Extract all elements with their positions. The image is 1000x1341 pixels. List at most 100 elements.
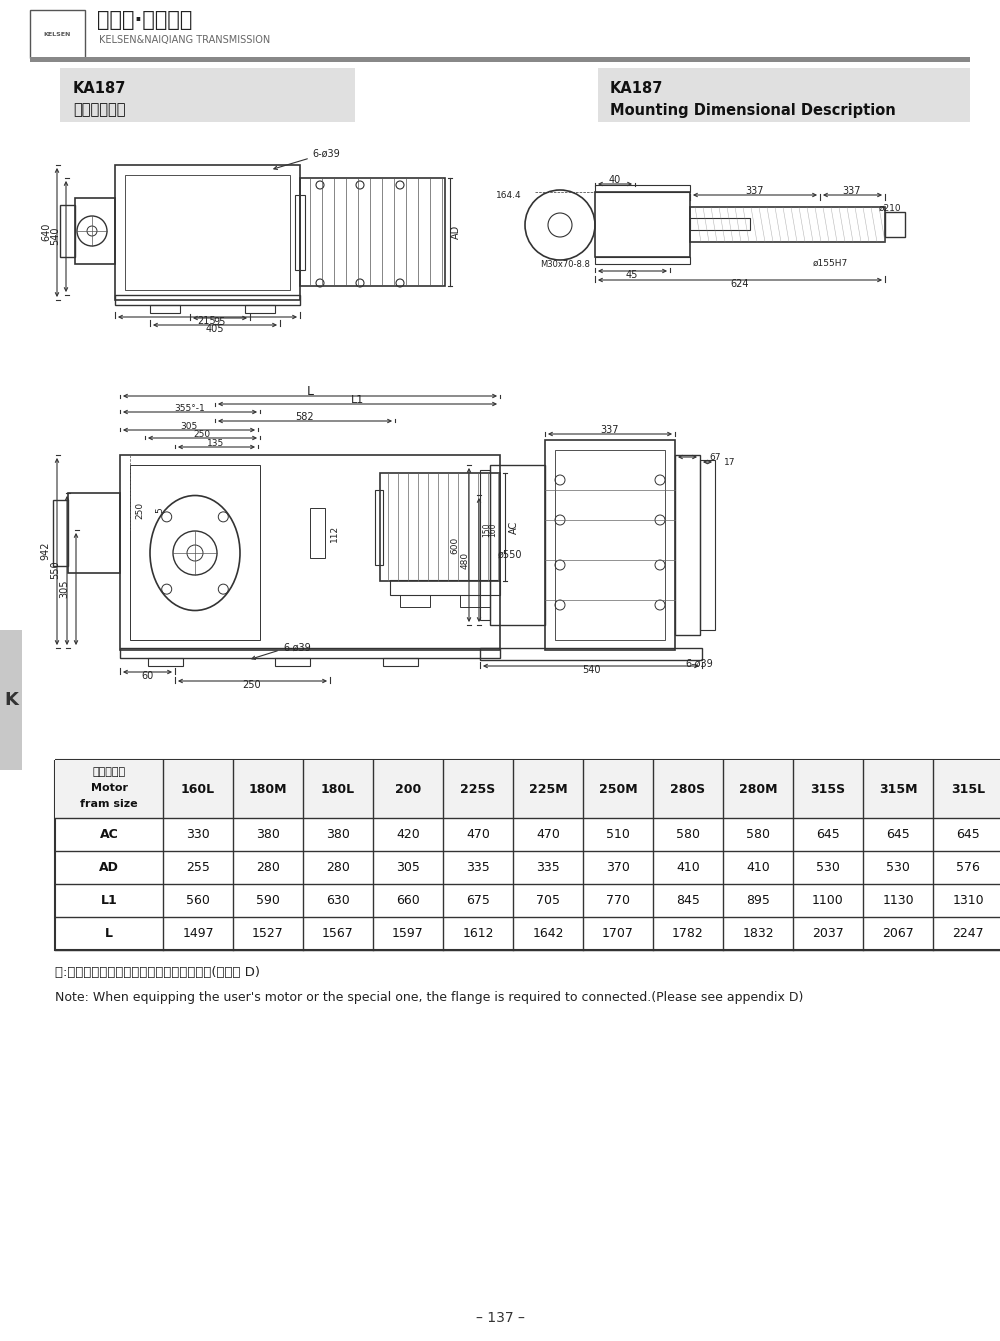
Text: KELSEN&NAIQIANG TRANSMISSION: KELSEN&NAIQIANG TRANSMISSION — [99, 35, 270, 46]
Text: 405: 405 — [206, 325, 224, 334]
Text: 250M: 250M — [599, 783, 637, 795]
Text: 2067: 2067 — [882, 927, 914, 940]
Text: 576: 576 — [956, 861, 980, 874]
Bar — [55, 760, 1000, 818]
Text: 315L: 315L — [951, 783, 985, 795]
Bar — [0, 630, 22, 770]
Text: Mounting Dimensional Description: Mounting Dimensional Description — [610, 102, 896, 118]
Text: 590: 590 — [256, 894, 280, 907]
Text: 1597: 1597 — [392, 927, 424, 940]
Text: 1612: 1612 — [462, 927, 494, 940]
Text: AC: AC — [509, 520, 519, 534]
Text: 645: 645 — [886, 827, 910, 841]
Text: 540: 540 — [582, 665, 600, 675]
Text: 845: 845 — [676, 894, 700, 907]
Text: 470: 470 — [466, 827, 490, 841]
Text: Motor: Motor — [90, 783, 128, 793]
Text: 380: 380 — [256, 827, 280, 841]
Text: L1: L1 — [101, 894, 117, 907]
Text: 410: 410 — [676, 861, 700, 874]
Text: 1100: 1100 — [812, 894, 844, 907]
Text: 2037: 2037 — [812, 927, 844, 940]
Text: 580: 580 — [746, 827, 770, 841]
Text: ø550: ø550 — [498, 550, 522, 561]
Text: 315M: 315M — [879, 783, 917, 795]
Text: 355°-1: 355°-1 — [175, 404, 205, 413]
Text: 580: 580 — [676, 827, 700, 841]
Text: 770: 770 — [606, 894, 630, 907]
Text: 1497: 1497 — [182, 927, 214, 940]
Text: 250: 250 — [243, 680, 261, 691]
Text: 305: 305 — [59, 579, 69, 598]
Text: 370: 370 — [606, 861, 630, 874]
Text: 660: 660 — [396, 894, 420, 907]
Text: L1: L1 — [351, 396, 365, 405]
Text: KA187: KA187 — [610, 80, 663, 95]
Text: 582: 582 — [296, 412, 314, 422]
Text: – 137 –: – 137 – — [476, 1311, 524, 1325]
Text: 225S: 225S — [460, 783, 496, 795]
Text: 160: 160 — [488, 523, 498, 538]
Text: 630: 630 — [326, 894, 350, 907]
Text: 410: 410 — [746, 861, 770, 874]
Text: ø210: ø210 — [879, 204, 901, 212]
Text: 150: 150 — [482, 523, 492, 538]
Text: AD: AD — [451, 225, 461, 239]
Text: 250: 250 — [136, 502, 144, 519]
Text: 1527: 1527 — [252, 927, 284, 940]
Text: 1642: 1642 — [532, 927, 564, 940]
Text: 510: 510 — [606, 827, 630, 841]
Text: 315S: 315S — [810, 783, 846, 795]
Text: 705: 705 — [536, 894, 560, 907]
Text: 645: 645 — [956, 827, 980, 841]
Text: 135: 135 — [207, 439, 225, 448]
Text: 95: 95 — [214, 316, 226, 327]
Text: AD: AD — [99, 861, 119, 874]
Text: 540: 540 — [50, 227, 60, 245]
Text: 530: 530 — [886, 861, 910, 874]
Text: 注:电机需方配或配特殊电机时需加联接法兰(见附录 D): 注:电机需方配或配特殊电机时需加联接法兰(见附录 D) — [55, 966, 260, 979]
Text: 337: 337 — [843, 186, 861, 196]
Text: 280: 280 — [326, 861, 350, 874]
Text: 215: 215 — [198, 316, 216, 326]
Bar — [30, 58, 970, 62]
Text: 1567: 1567 — [322, 927, 354, 940]
Text: 180L: 180L — [321, 783, 355, 795]
Text: 1310: 1310 — [952, 894, 984, 907]
Text: 250: 250 — [193, 429, 211, 439]
Text: 335: 335 — [466, 861, 490, 874]
Text: 624: 624 — [731, 279, 749, 290]
Text: 安装结构尺寸: 安装结构尺寸 — [73, 102, 126, 118]
Text: L: L — [306, 385, 314, 397]
Text: 17: 17 — [724, 457, 736, 467]
Text: 480: 480 — [460, 551, 470, 569]
Text: M30x70-8.8: M30x70-8.8 — [540, 260, 590, 268]
Text: 895: 895 — [746, 894, 770, 907]
Text: 560: 560 — [186, 894, 210, 907]
Text: K: K — [4, 691, 18, 709]
Text: 645: 645 — [816, 827, 840, 841]
Text: 180M: 180M — [249, 783, 287, 795]
Bar — [30, 9, 85, 58]
Text: 电机机座号: 电机机座号 — [92, 767, 126, 776]
Text: 420: 420 — [396, 827, 420, 841]
Text: 305: 305 — [180, 421, 198, 430]
Text: 112: 112 — [330, 524, 338, 542]
Bar — [60, 68, 355, 122]
Text: 6-ø39: 6-ø39 — [283, 642, 311, 653]
Text: 凯尔森·耐强传动: 凯尔森·耐强传动 — [97, 9, 192, 30]
Text: 200: 200 — [395, 783, 421, 795]
Text: KA187: KA187 — [73, 80, 126, 95]
Text: fram size: fram size — [80, 799, 138, 809]
Text: 942: 942 — [40, 542, 50, 561]
Text: 305: 305 — [396, 861, 420, 874]
Text: 1707: 1707 — [602, 927, 634, 940]
Text: 6-ø39: 6-ø39 — [312, 149, 340, 160]
Text: 60: 60 — [141, 670, 153, 681]
Text: 280M: 280M — [739, 783, 777, 795]
Text: 6-ø39: 6-ø39 — [685, 658, 713, 669]
Text: 5: 5 — [156, 507, 164, 512]
Text: 225M: 225M — [529, 783, 567, 795]
Text: 280: 280 — [256, 861, 280, 874]
Text: 67: 67 — [709, 452, 721, 461]
